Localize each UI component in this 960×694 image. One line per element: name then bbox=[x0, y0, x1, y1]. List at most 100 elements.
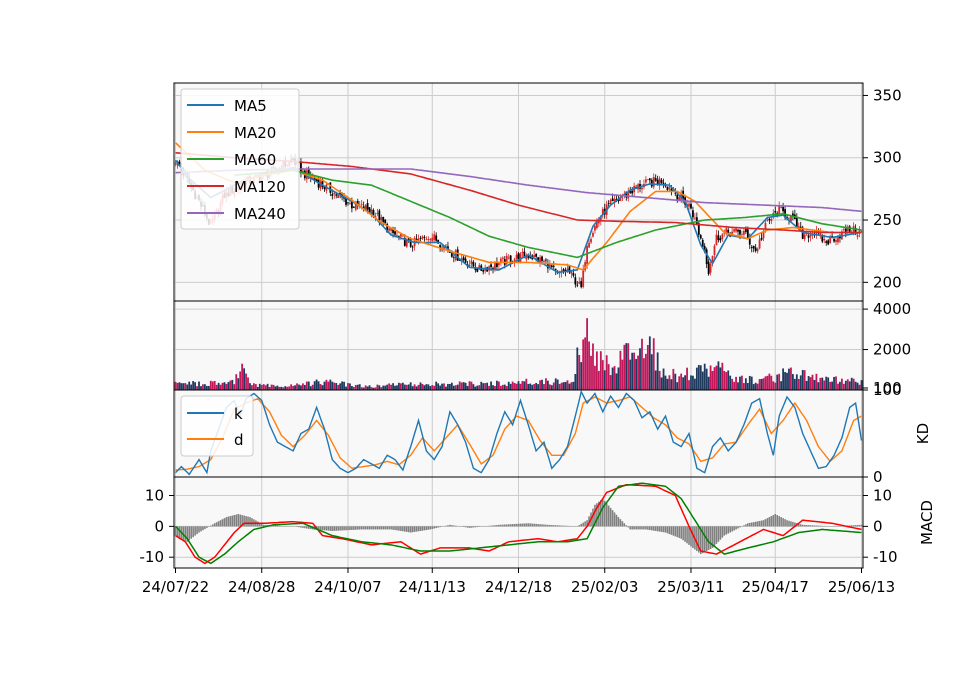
volume-bar bbox=[557, 380, 559, 390]
macd-bar bbox=[190, 526, 192, 538]
volume-bar bbox=[716, 366, 718, 390]
macd-bar bbox=[561, 526, 563, 527]
macd-bar bbox=[704, 526, 706, 552]
volume-bar bbox=[523, 381, 525, 390]
macd-bar bbox=[678, 526, 680, 538]
macd-bar bbox=[431, 526, 433, 529]
volume-bar bbox=[612, 368, 614, 390]
candle-up bbox=[588, 243, 590, 248]
macd-bar bbox=[361, 526, 363, 529]
volume-bar bbox=[525, 379, 527, 390]
volume-bar bbox=[194, 382, 196, 390]
volume-bar bbox=[188, 382, 190, 390]
volume-bar bbox=[776, 375, 778, 390]
macd-bar bbox=[428, 526, 430, 529]
volume-bar bbox=[843, 384, 845, 390]
macd-bar bbox=[283, 526, 285, 527]
volume-bar bbox=[667, 379, 669, 390]
macd-bar bbox=[394, 526, 396, 530]
candle-down bbox=[657, 180, 659, 184]
volume-bar bbox=[847, 379, 849, 390]
volume-bar bbox=[541, 380, 543, 390]
volume-bar bbox=[388, 383, 390, 390]
macd-y-tick-label-right: -10 bbox=[873, 548, 898, 566]
macd-bar bbox=[769, 517, 771, 526]
volume-bar bbox=[273, 385, 275, 390]
volume-bar bbox=[794, 379, 796, 390]
volume-bar bbox=[649, 336, 651, 390]
volume-bar bbox=[412, 386, 414, 390]
macd-bar bbox=[330, 526, 332, 530]
volume-bar bbox=[735, 377, 737, 390]
volume-bar bbox=[327, 382, 329, 390]
candle-down bbox=[690, 204, 692, 209]
macd-bar bbox=[496, 525, 498, 526]
macd-bar bbox=[739, 526, 741, 527]
candle-up bbox=[647, 179, 649, 180]
volume-bar bbox=[492, 385, 494, 390]
candle-down bbox=[747, 229, 749, 237]
volume-bar bbox=[292, 386, 294, 390]
volume-bar bbox=[790, 368, 792, 390]
volume-bar bbox=[798, 379, 800, 390]
macd-bar bbox=[724, 526, 726, 535]
volume-bar bbox=[739, 377, 741, 390]
macd-bar bbox=[792, 522, 794, 526]
volume-bar bbox=[406, 385, 408, 390]
macd-bar bbox=[322, 526, 324, 530]
volume-bar bbox=[177, 383, 179, 390]
volume-bar bbox=[714, 367, 716, 390]
volume-bar bbox=[516, 384, 518, 390]
macd-bar bbox=[755, 522, 757, 527]
volume-bar bbox=[753, 384, 755, 390]
volume-bar bbox=[518, 381, 520, 390]
macd-bar bbox=[641, 526, 643, 529]
macd-bar bbox=[239, 515, 241, 527]
macd-bar bbox=[235, 515, 237, 527]
macd-bar bbox=[369, 526, 371, 529]
macd-bar bbox=[806, 525, 808, 526]
volume-bar bbox=[520, 384, 522, 390]
macd-bar bbox=[341, 526, 343, 530]
candle-up bbox=[425, 239, 427, 240]
macd-bar bbox=[822, 526, 824, 527]
macd-bar bbox=[392, 526, 394, 529]
macd-bar bbox=[665, 526, 667, 532]
volume-bar bbox=[817, 382, 819, 390]
volume-bar bbox=[565, 382, 567, 390]
volume-bar bbox=[298, 385, 300, 390]
macd-bar bbox=[524, 523, 526, 526]
candle-up bbox=[429, 239, 431, 240]
macd-bar bbox=[551, 525, 553, 526]
candle-up bbox=[431, 238, 433, 242]
volume-bar bbox=[663, 369, 665, 390]
volume-bar bbox=[382, 386, 384, 390]
volume-bar bbox=[639, 348, 641, 390]
kd-y-axis-label: KD bbox=[914, 423, 932, 444]
volume-bar bbox=[627, 343, 629, 390]
macd-bar bbox=[479, 526, 481, 527]
volume-bar bbox=[424, 385, 426, 390]
volume-bar bbox=[706, 369, 708, 390]
macd-bar bbox=[637, 526, 639, 529]
macd-bar bbox=[661, 526, 663, 532]
candle-up bbox=[804, 234, 806, 239]
macd-bar bbox=[610, 508, 612, 527]
macd-y-tick-label-left: -10 bbox=[140, 548, 165, 566]
volume-bar bbox=[792, 374, 794, 390]
macd-bar bbox=[686, 526, 688, 543]
volume-bar bbox=[651, 354, 653, 390]
volume-bar bbox=[461, 382, 463, 390]
macd-bar bbox=[526, 523, 528, 526]
volume-bar bbox=[551, 385, 553, 390]
volume-bar bbox=[351, 386, 353, 390]
volume-bar bbox=[802, 370, 804, 390]
macd-bar bbox=[192, 526, 194, 537]
candle-up bbox=[516, 255, 518, 259]
macd-bar bbox=[277, 526, 279, 527]
candle-down bbox=[551, 266, 553, 268]
candle-down bbox=[745, 229, 747, 232]
volume-bar bbox=[433, 386, 435, 390]
macd-bar bbox=[500, 525, 502, 527]
candle-up bbox=[765, 223, 767, 229]
